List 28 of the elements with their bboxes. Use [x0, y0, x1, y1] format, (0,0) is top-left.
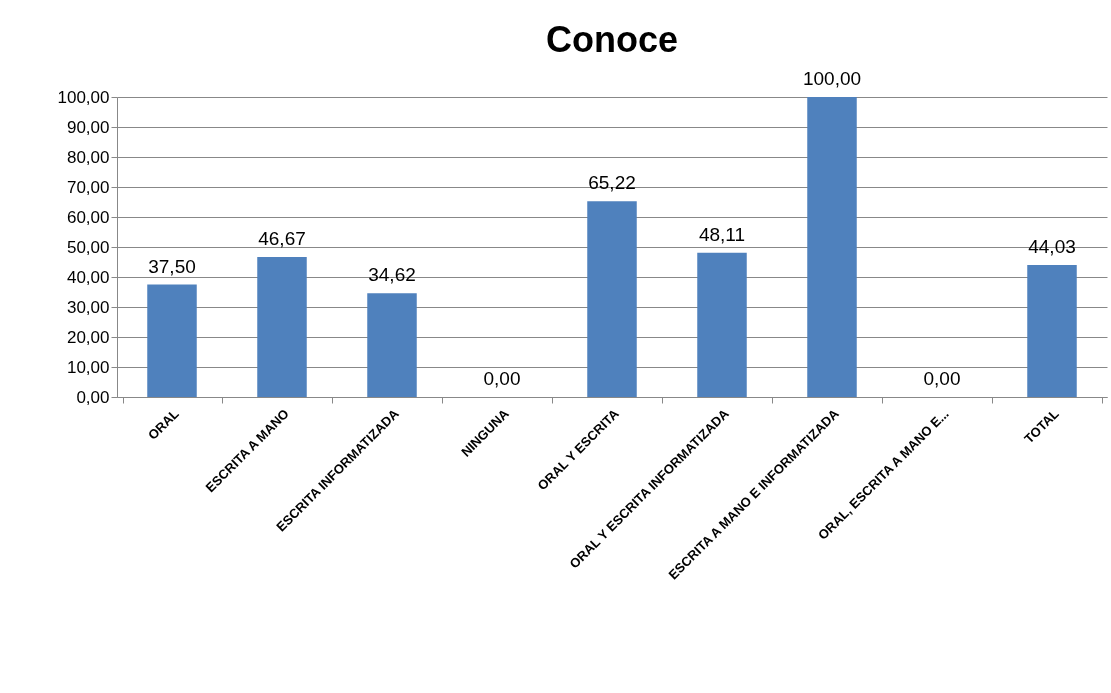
data-label: 46,67 — [258, 227, 306, 249]
data-label: 0,00 — [923, 368, 961, 389]
bar — [147, 284, 197, 397]
data-label: 34,62 — [368, 264, 416, 286]
data-label: 65,22 — [588, 172, 636, 194]
y-tick-label: 90,00 — [66, 117, 110, 137]
y-tick-label: 20,00 — [66, 327, 110, 347]
y-tick-label: 50,00 — [66, 237, 110, 257]
data-label: 100,00 — [802, 68, 862, 89]
y-tick-label: 0,00 — [76, 387, 110, 407]
bar — [697, 252, 747, 397]
y-tick-label: 40,00 — [66, 267, 110, 287]
data-label: 48,11 — [698, 223, 746, 245]
bar — [807, 97, 857, 397]
bar — [587, 201, 637, 397]
y-tick-label: 80,00 — [66, 147, 110, 167]
y-tick-label: 30,00 — [66, 297, 110, 317]
y-tick-label: 70,00 — [66, 177, 110, 197]
y-tick-label: 10,00 — [66, 357, 110, 377]
bar — [257, 256, 307, 397]
y-tick-label: 100,00 — [57, 87, 110, 107]
data-label: 44,03 — [1028, 235, 1076, 257]
data-label: 37,50 — [148, 255, 196, 277]
y-tick-label: 60,00 — [66, 207, 110, 227]
data-label: 0,00 — [483, 368, 521, 389]
bar — [367, 293, 417, 397]
bar — [1027, 264, 1077, 397]
chart-title: Conoce — [545, 19, 679, 60]
